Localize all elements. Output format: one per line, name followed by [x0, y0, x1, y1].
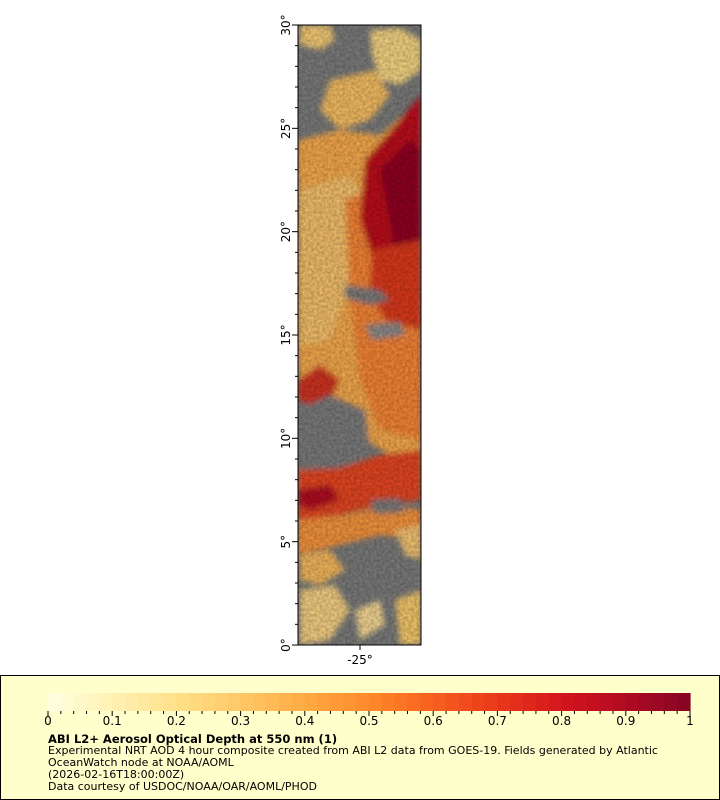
colorbar-bin — [330, 693, 344, 711]
colorbar-tick-label: 0.5 — [359, 714, 378, 728]
colorbar-bin — [73, 693, 88, 711]
colorbar-bin — [523, 693, 537, 711]
colorbar-bin — [60, 693, 75, 711]
texture-overlay — [298, 25, 421, 645]
colorbar-bin — [150, 693, 165, 711]
colorbar-tick-label: 0.3 — [231, 714, 250, 728]
colorbar-bin — [612, 693, 627, 711]
colorbar-bin — [86, 693, 100, 711]
colorbar: 0 0.1 0.2 0.3 0.4 0.5 0.6 0.7 0.8 0.9 1 — [44, 693, 694, 728]
colorbar-bin — [574, 693, 588, 711]
colorbar-bin — [535, 693, 550, 711]
colorbar-bin — [484, 693, 498, 711]
legend-text: ABI L2+ Aerosol Optical Depth at 550 nm … — [48, 733, 698, 793]
legend-panel: 0 0.1 0.2 0.3 0.4 0.5 0.6 0.7 0.8 0.9 1 ABI L2+ Ae… — [0, 675, 720, 800]
colorbar-bin — [176, 693, 190, 711]
legend-title: ABI L2+ Aerosol Optical Depth at 550 nm … — [48, 732, 338, 746]
colorbar-tick-label: 0.9 — [616, 714, 635, 728]
aod-map: 0° 5° 10° 15° 20° 25° 30° -25° — [279, 14, 422, 667]
colorbar-bin — [471, 693, 486, 711]
colorbar-bin — [137, 693, 152, 711]
colorbar-bin — [214, 693, 229, 711]
lat-tick-label: 25° — [279, 118, 293, 139]
colorbar-bins — [48, 693, 691, 711]
colorbar-bin — [291, 693, 306, 711]
colorbar-bin — [240, 693, 255, 711]
colorbar-bin — [202, 693, 216, 711]
lat-tick-label: 5° — [279, 535, 293, 549]
lat-tick-label: 30° — [279, 14, 293, 35]
colorbar-bin — [317, 693, 332, 711]
colorbar-bin — [112, 693, 126, 711]
colorbar-bin — [677, 693, 691, 711]
colorbar-bin — [48, 693, 62, 711]
colorbar-bin — [433, 693, 447, 711]
colorbar-bin — [356, 693, 370, 711]
colorbar-bin — [266, 693, 280, 711]
colorbar-bin — [279, 693, 293, 711]
colorbar-tick-label: 0.1 — [103, 714, 122, 728]
latitude-axis: 0° 5° 10° 15° 20° 25° 30° — [279, 14, 298, 652]
colorbar-bin — [189, 693, 203, 711]
colorbar-bin — [458, 693, 473, 711]
colorbar-bin — [394, 693, 409, 711]
legend-description: Experimental NRT AOD 4 hour composite cr… — [48, 744, 658, 769]
colorbar-tick-label: 1 — [686, 714, 694, 728]
colorbar-bin — [510, 693, 524, 711]
lon-tick-label: -25° — [347, 653, 373, 667]
colorbar-bin — [600, 693, 614, 711]
colorbar-tick-label: 0.8 — [552, 714, 571, 728]
colorbar-bin — [369, 693, 383, 711]
colorbar-bin — [420, 693, 434, 711]
colorbar-bin — [343, 693, 357, 711]
colorbar-bin — [253, 693, 267, 711]
colorbar-bin — [163, 693, 177, 711]
colorbar-bin — [381, 693, 396, 711]
colorbar-bin — [497, 693, 511, 711]
colorbar-bin — [651, 693, 665, 711]
map-field — [298, 25, 421, 645]
lat-tick-label: 0° — [279, 638, 293, 652]
colorbar-bin — [587, 693, 601, 711]
colorbar-bin — [625, 693, 640, 711]
lat-tick-label: 10° — [279, 428, 293, 449]
lat-tick-label: 20° — [279, 221, 293, 242]
colorbar-bin — [548, 693, 563, 711]
colorbar-bin — [304, 693, 319, 711]
colorbar-bin — [561, 693, 576, 711]
legend-credit: Data courtesy of USDOC/NOAA/OAR/AOML/PHO… — [48, 780, 317, 793]
colorbar-bin — [407, 693, 421, 711]
colorbar-tick-label: 0 — [44, 714, 52, 728]
longitude-axis: -25° — [347, 645, 373, 667]
colorbar-tick-label: 0.4 — [295, 714, 314, 728]
colorbar-tick-label: 0.6 — [424, 714, 443, 728]
colorbar-bin — [638, 693, 653, 711]
colorbar-ticks: 0 0.1 0.2 0.3 0.4 0.5 0.6 0.7 0.8 0.9 1 — [44, 711, 694, 728]
legend-timestamp: (2026-02-16T18:00:00Z) — [48, 768, 185, 781]
colorbar-bin — [227, 693, 242, 711]
colorbar-tick-label: 0.7 — [488, 714, 507, 728]
colorbar-tick-label: 0.2 — [167, 714, 186, 728]
colorbar-bin — [664, 693, 678, 711]
colorbar-bin — [99, 693, 113, 711]
colorbar-bin — [446, 693, 460, 711]
colorbar-bin — [125, 693, 139, 711]
lat-tick-label: 15° — [279, 324, 293, 345]
